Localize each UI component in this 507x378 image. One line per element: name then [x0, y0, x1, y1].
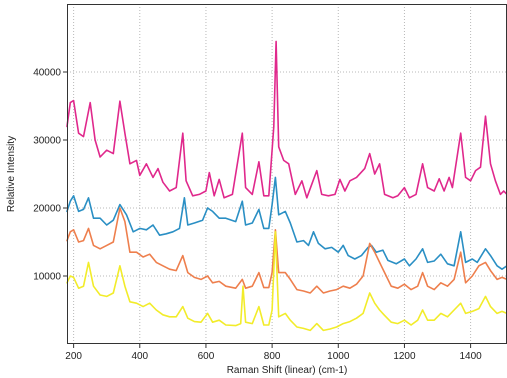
x-axis-label: Raman Shift (linear) (cm-1)	[227, 365, 348, 376]
plot-frame	[67, 4, 507, 344]
spectrum-line-4	[66, 231, 507, 332]
y-tick-label: 30000	[33, 136, 61, 147]
x-tick-label: 400	[131, 351, 148, 362]
y-tick-label: 10000	[33, 272, 61, 283]
x-tick-label: 800	[264, 351, 281, 362]
y-tick-label: 20000	[33, 204, 61, 215]
series-group	[66, 40, 507, 332]
x-tick-label: 1000	[327, 351, 350, 362]
y-tick-label: 40000	[33, 68, 61, 79]
spectrum-line-3	[66, 207, 507, 294]
x-tick-label: 1400	[459, 351, 482, 362]
y-axis-label: Relative Intensity	[6, 136, 17, 212]
x-axis-ticks: 200 400 600 800 1000 1200 1400	[65, 344, 482, 362]
x-tick-label: 1200	[393, 351, 416, 362]
x-tick-label: 600	[198, 351, 215, 362]
grid	[67, 4, 507, 344]
spectrum-line-1	[66, 40, 507, 199]
spectrum-line-2	[66, 176, 507, 270]
x-tick-label: 200	[65, 351, 82, 362]
y-axis-ticks: 10000 20000 30000 40000	[33, 68, 67, 283]
